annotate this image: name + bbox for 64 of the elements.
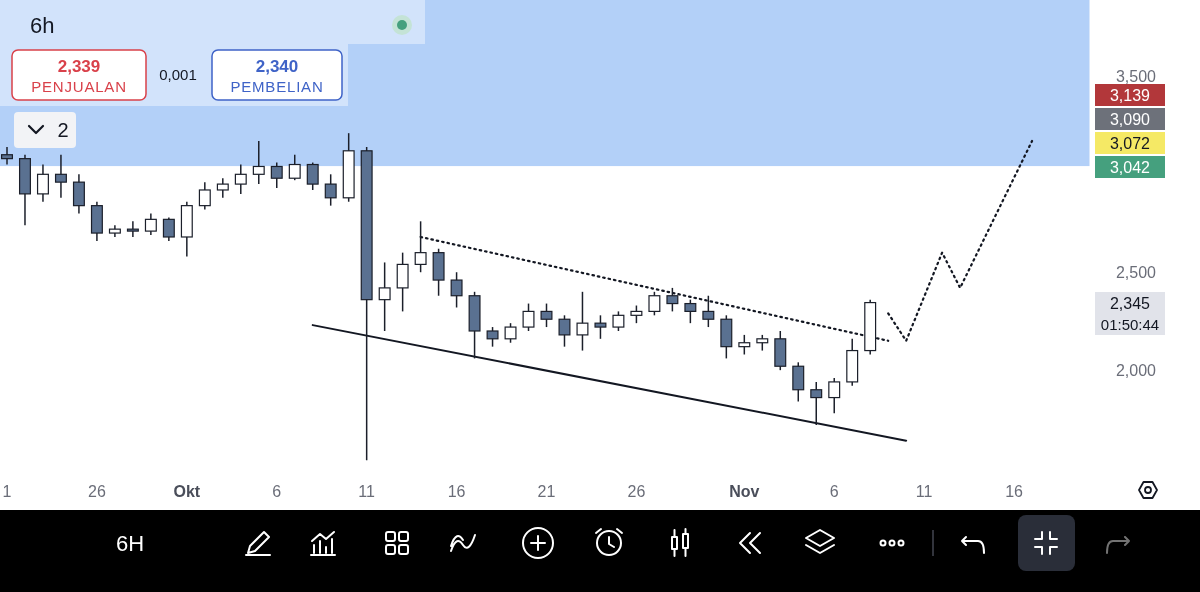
candlestick: [828, 377, 841, 414]
y-tick-label: 2,500: [1115, 263, 1157, 281]
candlestick: [1, 146, 13, 166]
candlestick: [594, 314, 607, 340]
candlestick: [738, 334, 751, 356]
candlestick: [396, 251, 409, 313]
candlestick: [576, 291, 589, 352]
annotation: 2,340: [255, 56, 299, 76]
candlestick: [126, 220, 139, 238]
annotation: 2,339: [57, 56, 101, 76]
candlestick: [234, 163, 247, 195]
x-tick-label: 26: [627, 482, 646, 500]
annotation: 0,001: [159, 66, 197, 84]
text: 01:50:44: [1100, 315, 1160, 333]
candlestick: [72, 173, 85, 215]
candlestick: [810, 381, 823, 426]
text: 6H: [115, 530, 145, 556]
x-tick-label: 11: [915, 482, 933, 500]
candlestick: [540, 302, 553, 328]
candlestick: [378, 261, 391, 332]
candlestick: [252, 140, 265, 185]
x-tick-label: Okt: [173, 482, 201, 500]
candlestick: [324, 173, 337, 207]
candlestick: [486, 326, 499, 348]
candlestick: [198, 181, 211, 211]
x-tick-label: 6: [829, 482, 839, 500]
annotation: 2: [57, 119, 69, 141]
candlestick: [288, 153, 301, 181]
candlestick: [504, 322, 517, 344]
candlestick: [666, 287, 679, 313]
text: 6h: [30, 12, 55, 38]
candlestick: [144, 212, 157, 236]
candlestick: [648, 291, 661, 317]
candlestick: [450, 271, 463, 309]
x-tick-label: 26: [88, 482, 106, 500]
candlestick: [216, 177, 229, 199]
candlestick: [702, 294, 715, 328]
candlestick: [36, 163, 49, 203]
x-tick-label: 21: [537, 482, 556, 500]
annotation: PEMBELIAN: [230, 78, 324, 96]
text: 2,345: [1109, 294, 1151, 312]
x-tick-label: 16: [447, 482, 466, 500]
x-tick-label: 6: [272, 482, 282, 500]
candlestick: [612, 310, 625, 332]
candlestick: [522, 302, 535, 332]
annotation: PENJUALAN: [31, 78, 127, 96]
candlestick: [54, 153, 67, 199]
text: 3,090: [1109, 110, 1151, 128]
candlestick: [558, 314, 571, 348]
text: 3,042: [1109, 158, 1151, 176]
text: 3,072: [1109, 134, 1151, 152]
x-tick-label: Nov: [729, 482, 760, 500]
x-tick-label: 16: [1005, 482, 1024, 500]
text: 3,139: [1109, 86, 1151, 104]
x-tick-label: 11: [358, 482, 376, 500]
candlestick: [684, 298, 697, 324]
candlestick: [792, 361, 805, 403]
candlestick: [162, 216, 175, 242]
line-series: [887, 139, 1034, 342]
x-tick-label: 1: [2, 482, 12, 500]
y-tick-label: 3,500: [1115, 67, 1157, 85]
candlestick: [270, 161, 283, 189]
candlestick: [306, 161, 319, 191]
y-tick-label: 2,000: [1115, 361, 1157, 379]
